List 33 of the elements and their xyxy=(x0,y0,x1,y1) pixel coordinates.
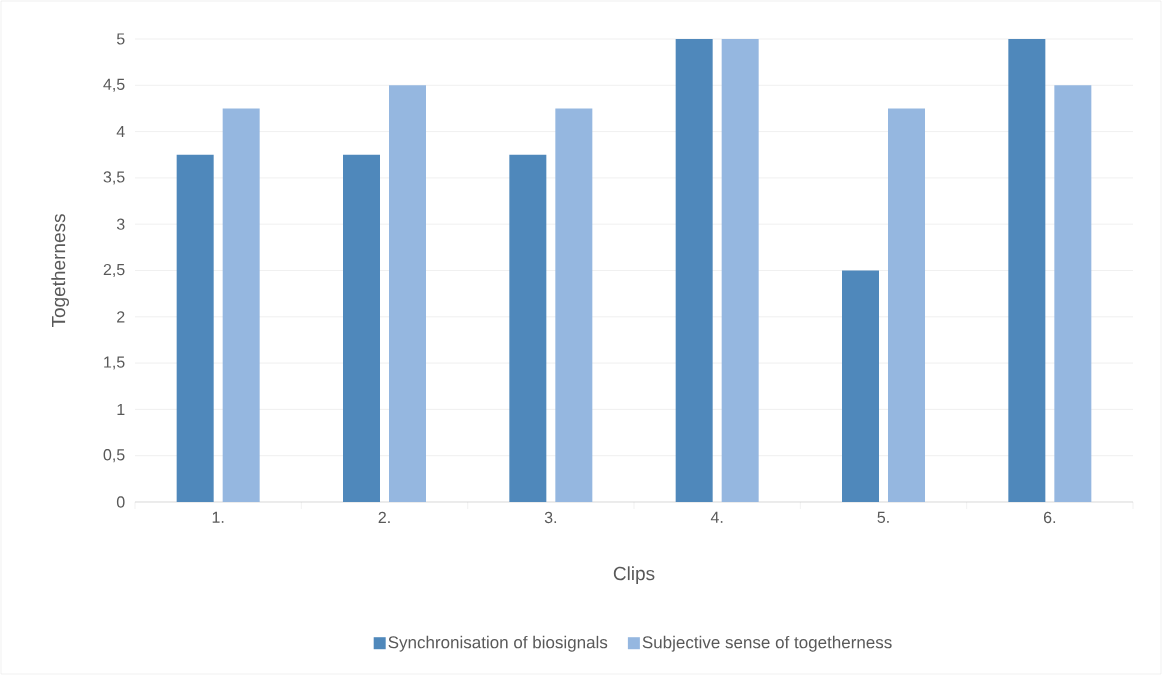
x-tick-label: 2. xyxy=(378,511,390,523)
y-tick-label: 5 xyxy=(116,33,125,45)
bar xyxy=(222,108,260,502)
bar xyxy=(1008,39,1046,502)
bar xyxy=(555,108,593,502)
bar xyxy=(721,39,759,502)
y-tick-label: 2 xyxy=(117,311,125,323)
y-tick-label: 4 xyxy=(116,126,125,138)
bar xyxy=(343,154,380,502)
bar xyxy=(176,154,214,502)
y-tick-label: 4,5 xyxy=(103,78,125,92)
y-tick-label: 0,5 xyxy=(103,449,125,463)
x-axis-title: Clips xyxy=(613,566,655,585)
y-tick-label: 0 xyxy=(116,496,125,508)
x-tick-label: 4. xyxy=(710,511,723,523)
y-tick-label: 3 xyxy=(116,218,125,230)
x-tick-label: 6. xyxy=(1043,511,1056,524)
bar xyxy=(675,39,713,502)
y-tick-label: 2,5 xyxy=(103,263,125,278)
bar xyxy=(842,270,880,502)
x-tick-label: 1. xyxy=(212,511,224,523)
y-tick-label: 3,5 xyxy=(103,171,125,185)
bar xyxy=(888,108,926,502)
legend-label: Subjective sense of togetherness xyxy=(642,635,892,652)
y-tick-label: 1 xyxy=(117,403,125,415)
bar xyxy=(389,85,426,502)
x-tick-label: 5. xyxy=(877,511,889,523)
y-tick-label: 1,5 xyxy=(104,356,125,370)
y-axis-title: Togetherness xyxy=(51,214,69,328)
x-tick-label: 3. xyxy=(544,511,557,524)
bar xyxy=(1054,85,1092,502)
legend-label: Synchronisation of biosignals xyxy=(388,635,608,652)
bar xyxy=(509,154,547,502)
